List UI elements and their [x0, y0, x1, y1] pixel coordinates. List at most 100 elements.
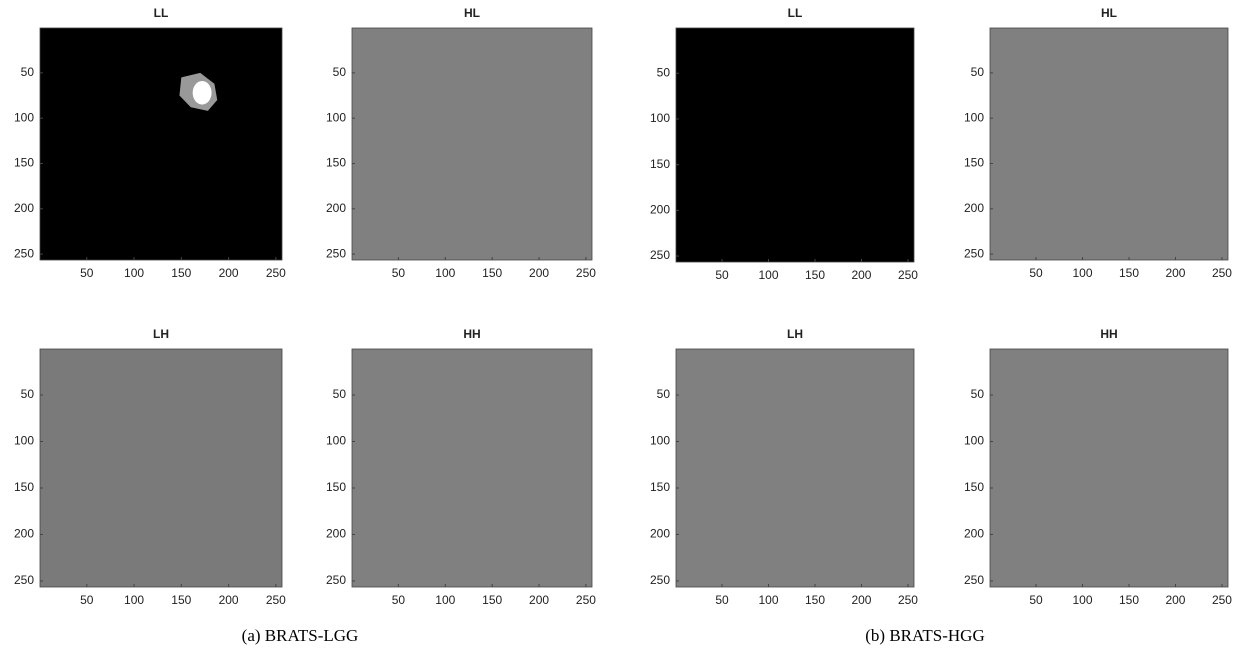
x-tick-label: 200 [851, 268, 871, 282]
panel-title: HL [464, 6, 480, 20]
y-tick-label: 100 [326, 434, 346, 448]
y-tick-label: 250 [964, 573, 984, 587]
x-tick-label: 200 [529, 266, 549, 280]
y-tick-label: 50 [333, 387, 347, 401]
x-tick-label: 250 [576, 266, 596, 280]
y-tick-label: 50 [21, 65, 35, 79]
y-tick-label: 150 [650, 157, 670, 171]
y-tick-label: 200 [964, 201, 984, 215]
y-tick-label: 200 [14, 527, 34, 541]
x-tick-label: 50 [80, 266, 94, 280]
image-background [352, 28, 592, 260]
x-tick-label: 100 [1072, 266, 1092, 280]
y-tick-label: 200 [326, 201, 346, 215]
x-tick-label: 250 [898, 268, 918, 282]
y-tick-label: 50 [971, 65, 985, 79]
panel-title: LL [154, 6, 169, 20]
x-tick-label: 100 [435, 266, 455, 280]
panel-title: LL [788, 6, 803, 20]
y-tick-label: 150 [14, 480, 34, 494]
x-tick-label: 50 [715, 593, 729, 607]
image-region [193, 81, 212, 105]
y-tick-label: 200 [650, 527, 670, 541]
y-tick-label: 50 [657, 387, 671, 401]
panel-title: HL [1101, 6, 1117, 20]
y-tick-label: 50 [657, 65, 671, 79]
x-tick-label: 100 [124, 266, 144, 280]
x-tick-label: 50 [392, 266, 406, 280]
caption: (b) BRATS-HGG [865, 626, 984, 645]
y-tick-label: 100 [14, 110, 34, 124]
panel-title: LH [787, 327, 803, 341]
y-tick-label: 50 [971, 387, 985, 401]
x-tick-label: 150 [1119, 266, 1139, 280]
image-background [990, 349, 1228, 587]
y-tick-label: 100 [650, 434, 670, 448]
x-tick-label: 250 [1212, 593, 1232, 607]
x-tick-label: 250 [266, 266, 286, 280]
image-background [676, 28, 914, 262]
y-tick-label: 150 [650, 480, 670, 494]
x-tick-label: 50 [1029, 593, 1043, 607]
y-tick-label: 250 [14, 246, 34, 260]
panel-title: HH [463, 327, 480, 341]
y-tick-label: 50 [21, 387, 35, 401]
y-tick-label: 200 [964, 527, 984, 541]
y-tick-label: 250 [326, 246, 346, 260]
y-tick-label: 150 [964, 156, 984, 170]
y-tick-label: 250 [326, 573, 346, 587]
x-tick-label: 250 [576, 593, 596, 607]
x-tick-label: 150 [1119, 593, 1139, 607]
x-tick-label: 200 [219, 593, 239, 607]
image-background [676, 349, 914, 587]
y-tick-label: 150 [326, 480, 346, 494]
image-background [990, 28, 1228, 260]
y-tick-label: 200 [14, 201, 34, 215]
image-background [40, 28, 282, 260]
x-tick-label: 50 [80, 593, 94, 607]
x-tick-label: 150 [482, 593, 502, 607]
x-tick-label: 100 [435, 593, 455, 607]
x-tick-label: 150 [482, 266, 502, 280]
y-tick-label: 250 [964, 246, 984, 260]
y-tick-label: 200 [650, 203, 670, 217]
y-tick-label: 100 [964, 110, 984, 124]
x-tick-label: 200 [219, 266, 239, 280]
y-tick-label: 200 [326, 527, 346, 541]
x-tick-label: 150 [805, 268, 825, 282]
x-tick-label: 50 [392, 593, 406, 607]
x-tick-label: 100 [1072, 593, 1092, 607]
x-tick-label: 200 [1165, 593, 1185, 607]
x-tick-label: 100 [758, 268, 778, 282]
y-tick-label: 150 [14, 156, 34, 170]
image-background [352, 349, 592, 587]
x-tick-label: 50 [1029, 266, 1043, 280]
y-tick-label: 100 [326, 110, 346, 124]
x-tick-label: 150 [171, 593, 191, 607]
x-tick-label: 200 [851, 593, 871, 607]
x-tick-label: 250 [898, 593, 918, 607]
y-tick-label: 250 [650, 573, 670, 587]
y-tick-label: 50 [333, 65, 347, 79]
x-tick-label: 200 [1165, 266, 1185, 280]
y-tick-label: 250 [650, 248, 670, 262]
x-tick-label: 150 [805, 593, 825, 607]
x-tick-label: 250 [266, 593, 286, 607]
panel-title: HH [1100, 327, 1117, 341]
x-tick-label: 250 [1212, 266, 1232, 280]
y-tick-label: 150 [964, 480, 984, 494]
figure: (a) BRATS-LGG (b) BRATS-HGG LL 50 100 150 20… [0, 0, 1239, 658]
x-tick-label: 150 [171, 266, 191, 280]
panel-title: LH [153, 327, 169, 341]
y-tick-label: 100 [964, 434, 984, 448]
x-tick-label: 50 [715, 268, 729, 282]
y-tick-label: 100 [14, 434, 34, 448]
caption: (a) BRATS-LGG [242, 626, 359, 645]
x-tick-label: 100 [124, 593, 144, 607]
y-tick-label: 150 [326, 156, 346, 170]
image-background [40, 349, 282, 587]
y-tick-label: 250 [14, 573, 34, 587]
x-tick-label: 100 [758, 593, 778, 607]
x-tick-label: 200 [529, 593, 549, 607]
y-tick-label: 100 [650, 111, 670, 125]
